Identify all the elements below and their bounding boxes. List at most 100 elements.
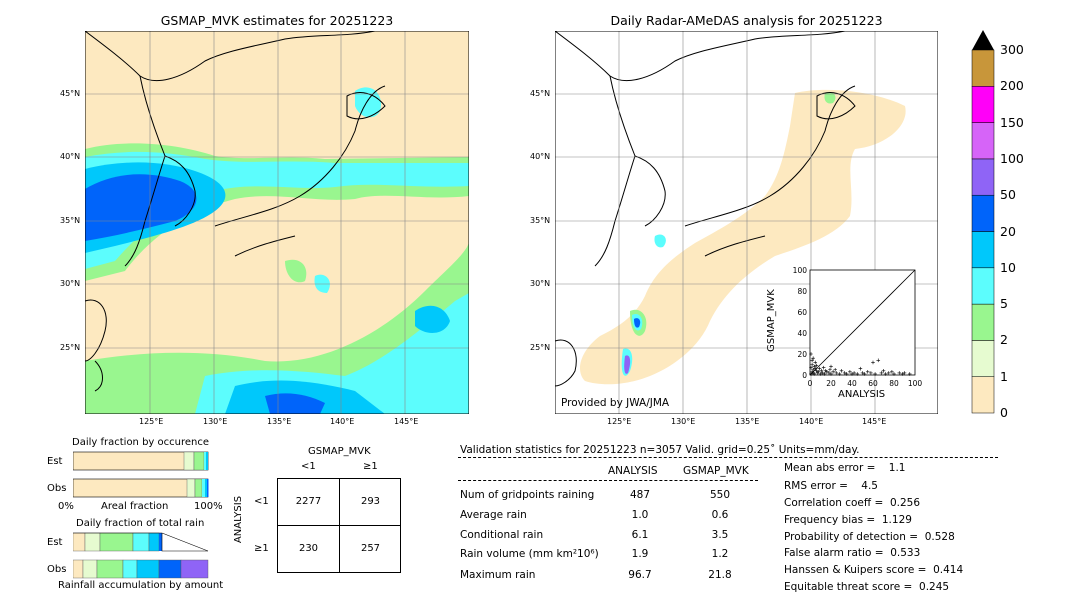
scatter-point: [813, 366, 818, 371]
score-far: False alarm ratio = 0.533: [784, 547, 921, 559]
scatter-point: [839, 369, 844, 373]
scatter-point: [879, 371, 884, 375]
scatter-y-tick: 20: [797, 350, 807, 359]
scatter-point: [829, 364, 833, 369]
scatter-x-tick: 100: [908, 379, 922, 388]
scatter-y-tick: 40: [797, 329, 807, 338]
left-lat-45: 45°N: [60, 89, 81, 98]
stat-gsmap-volume: 1.2: [711, 548, 729, 560]
scatter-point: [814, 369, 819, 373]
colorbar-segment: [971, 340, 995, 377]
colorbar-tick: 20: [1000, 223, 1016, 239]
scatter-point: [886, 371, 891, 375]
stat-label-volume: Rain volume (mm km²10⁶): [460, 548, 599, 560]
left-lon-135: 135°E: [267, 417, 292, 426]
right-lat-45: 45°N: [530, 89, 551, 98]
scatter-plot: 00 20 20 40 40 60 60 80 80 100 100: [793, 266, 922, 388]
right-lat-30: 30°N: [530, 279, 551, 288]
contingency-cell-00: 2277: [295, 496, 322, 507]
scatter-point: [809, 352, 813, 356]
contingency-row-header: ANALYSIS: [233, 495, 245, 544]
colorbar-tick: 0: [1000, 405, 1008, 420]
scatter-point: [892, 372, 896, 376]
scatter-point: [852, 371, 856, 375]
stat-label-maximum: Maximum rain: [460, 569, 536, 581]
stat-analysis-maximum: 96.7: [628, 569, 652, 581]
score-ets: Equitable threat score = 0.245: [784, 581, 950, 593]
score-frequency-bias: Frequency bias = 1.129: [784, 514, 912, 526]
validation-header: Validation statistics for 20251223 n=305…: [460, 444, 860, 456]
scatter-x-tick: 80: [889, 379, 899, 388]
scatter-point: [809, 365, 813, 370]
scatter-point: [816, 370, 821, 374]
right-lon-145: 145°E: [862, 417, 887, 426]
scatter-x-tick: 60: [868, 379, 878, 388]
scatter-point: [871, 360, 875, 365]
validation-header-rule: [458, 457, 998, 458]
stat-gsmap-gridpoints: 550: [709, 489, 731, 501]
scatter-point: [865, 370, 870, 374]
left-map-title: GSMAP_MVK estimates for 20251223: [160, 13, 394, 28]
scatter-point: [811, 356, 815, 360]
stat-gsmap-conditional: 3.5: [711, 529, 729, 541]
scatter-point: [883, 372, 888, 376]
score-mae: Mean abs error = 1.1: [784, 462, 906, 474]
scatter-point: [833, 367, 837, 372]
scatter-x-tick: 40: [847, 379, 857, 388]
scatter-point: [814, 363, 819, 368]
fraction-occurrence-axis-mid: Areal fraction: [101, 501, 169, 512]
stat-analysis-gridpoints: 487: [629, 489, 651, 501]
scatter-point: [897, 371, 902, 375]
colorbar-segment: [971, 194, 995, 232]
score-hk: Hanssen & Kuipers score = 0.414: [784, 564, 964, 576]
scatter-point: [819, 369, 824, 373]
colorbar-segment: [971, 158, 995, 196]
scatter-point: [817, 366, 822, 371]
colorbar-tick: 300: [1000, 42, 1024, 57]
colorbar-tick: 1: [1000, 368, 1008, 384]
scatter-point: [837, 372, 842, 376]
scatter-point: [860, 371, 865, 375]
scatter-y-tick: 100: [793, 266, 808, 275]
scatter-point: [831, 370, 835, 374]
left-lon-145: 145°E: [394, 417, 419, 426]
fraction-total-title: Daily fraction of total rain: [76, 518, 205, 529]
scatter-point: [862, 372, 867, 376]
scatter-ylabel: GSMAP_MVK: [765, 289, 777, 352]
scatter-point: [818, 372, 823, 376]
contingency-col-ge1: ≥1: [363, 461, 378, 472]
scatter-point: [876, 358, 881, 363]
left-lon-130: 130°E: [203, 417, 228, 426]
right-coverage: [580, 89, 906, 385]
scatter-point: [834, 371, 839, 375]
fraction-occurrence-obs-label: Obs: [47, 483, 67, 494]
fraction-total-axis-label: Rainfall accumulation by amount: [58, 580, 224, 591]
scatter-point: [827, 371, 831, 375]
fraction-total-est-label: Est: [47, 537, 63, 548]
scatter-x-tick: 20: [826, 379, 836, 388]
scatter-xlabel: ANALYSIS: [838, 389, 886, 400]
scatter-point: [812, 364, 816, 369]
stat-analysis-volume: 1.9: [631, 548, 649, 560]
right-map-title: Daily Radar-AMeDAS analysis for 20251223: [610, 13, 883, 28]
right-lon-130: 130°E: [671, 417, 696, 426]
left-coastlines: [85, 31, 386, 392]
scatter-point: [809, 372, 813, 376]
contingency-col-header: GSMAP_MVK: [308, 446, 371, 457]
scatter-y-tick: 80: [797, 287, 807, 296]
scatter-point: [873, 372, 877, 376]
colorbar-tick: 50: [1000, 187, 1016, 203]
right-coastlines: [555, 31, 856, 387]
scatter-point: [855, 372, 860, 376]
fraction-total-obs-label: Obs: [47, 564, 67, 575]
stat-gsmap-maximum: 21.8: [708, 569, 732, 581]
right-rain: [621, 91, 836, 376]
colorbar-tick: 100: [1000, 150, 1024, 166]
colorbar-segment: [971, 376, 995, 414]
colorbar-tick: 10: [1000, 259, 1016, 275]
score-pod: Probability of detection = 0.528: [784, 531, 955, 543]
stat-gsmap-average: 0.6: [711, 509, 729, 521]
fraction-occurrence-axis-right: 100%: [194, 501, 223, 512]
map-credit: Provided by JWA/JMA: [561, 397, 670, 409]
scatter-y-tick: 0: [802, 371, 807, 380]
